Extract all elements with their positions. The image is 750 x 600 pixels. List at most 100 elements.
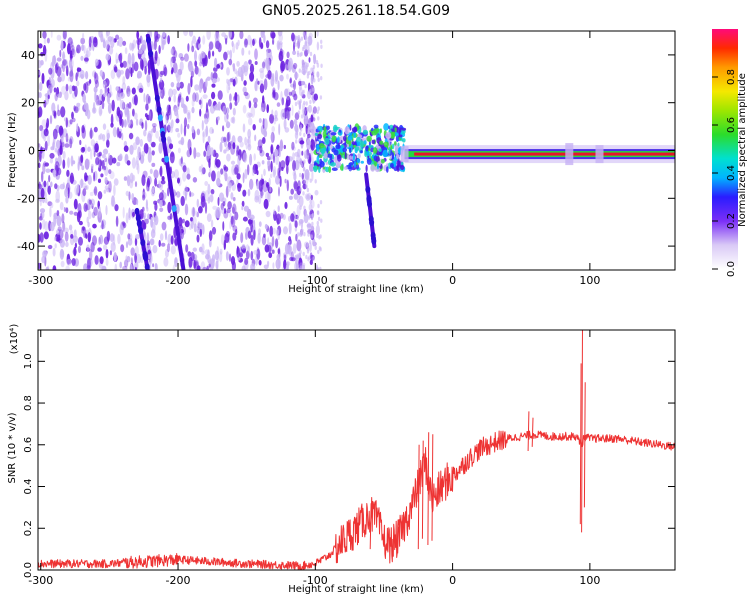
noise-fringe [306, 71, 310, 76]
noise-blob [284, 127, 290, 133]
noise-blob [187, 112, 191, 123]
noise-blob [281, 166, 284, 171]
noise-blob [109, 250, 112, 256]
spec-x-tick-label: 100 [579, 274, 600, 287]
noise-blob [42, 31, 47, 39]
noise-blob [47, 94, 50, 100]
noise-blob [150, 141, 156, 148]
noise-blob [102, 148, 109, 155]
noise-blob [179, 81, 184, 89]
noise-blob [134, 237, 138, 247]
noise-blob [57, 226, 62, 232]
noise-blob [223, 149, 227, 154]
noise-fringe [305, 254, 308, 260]
noise-fringe [309, 178, 312, 183]
noise-blob [223, 51, 228, 61]
noise-blob [267, 244, 272, 253]
noise-fringe [314, 179, 317, 184]
noise-fringe [311, 87, 315, 92]
noise-blob [293, 93, 298, 101]
noise-blob [115, 215, 119, 227]
noise-blob [167, 233, 172, 246]
noise-blob [178, 53, 184, 59]
noise-blob [69, 59, 73, 67]
noise-blob [147, 187, 150, 192]
noise-blob [143, 129, 147, 137]
noise-blob [302, 183, 307, 190]
noise-blob [155, 130, 160, 139]
noise-blob [244, 168, 248, 180]
noise-blob [80, 154, 84, 163]
noise-blob [99, 256, 104, 265]
noise-blob [56, 139, 61, 149]
noise-blob [123, 119, 127, 128]
noise-blob [65, 196, 69, 204]
noise-blob [202, 131, 205, 144]
spec-y-tick-label: 40 [21, 49, 35, 62]
burst-blob [343, 142, 347, 146]
noise-blob [135, 136, 140, 146]
noise-blob [192, 216, 197, 226]
noise-blob [47, 201, 53, 207]
noise-blob [261, 160, 265, 165]
noise-blob [209, 147, 214, 156]
noise-blob [190, 76, 193, 88]
noise-fringe [305, 64, 308, 70]
noise-blob [301, 68, 306, 75]
noise-blob [202, 35, 206, 45]
noise-blob [259, 70, 265, 79]
noise-blob [202, 59, 206, 67]
noise-blob [198, 53, 203, 62]
noise-blob [93, 126, 98, 133]
noise-blob [259, 145, 263, 154]
noise-blob [74, 242, 77, 249]
noise-blob [60, 40, 64, 51]
noise-blob [94, 255, 99, 265]
noise-blob [192, 92, 197, 102]
noise-blob [131, 193, 135, 201]
noise-blob [293, 62, 298, 70]
snr-series-line [38, 330, 675, 570]
noise-blob [286, 164, 289, 175]
noise-blob [205, 102, 209, 113]
noise-blob [134, 181, 138, 188]
noise-blob [130, 263, 133, 270]
noise-blob [46, 265, 50, 270]
noise-blob [127, 91, 131, 97]
noise-blob [216, 170, 221, 180]
noise-blob [265, 210, 271, 218]
noise-blob [309, 259, 313, 265]
short-track-dot [370, 234, 376, 242]
noise-blob [68, 84, 73, 95]
noise-blob [267, 48, 272, 59]
noise-blob [52, 265, 57, 270]
snr-x-tick-label: -200 [166, 574, 191, 587]
burst-blob [347, 153, 350, 161]
burst-blob [329, 144, 333, 150]
noise-blob [288, 236, 292, 242]
noise-blob [229, 102, 233, 110]
snr-y-tick-label: 0.0 [23, 562, 34, 578]
noise-blob [83, 83, 87, 91]
noise-blob [237, 154, 241, 167]
noise-blob [204, 117, 209, 125]
burst-blob [318, 166, 321, 174]
noise-blob [268, 252, 273, 259]
noise-blob [258, 221, 262, 227]
noise-blob [108, 180, 112, 193]
noise-blob [170, 245, 176, 255]
noise-blob [97, 178, 102, 183]
noise-blob [141, 122, 144, 129]
noise-blob [187, 111, 191, 120]
burst-blob [388, 146, 391, 155]
burst-blob [322, 130, 327, 139]
burst-blob [335, 144, 341, 150]
noise-blob [115, 58, 119, 64]
spec-y-tick-label: 20 [21, 97, 35, 110]
noise-blob [122, 40, 127, 46]
noise-blob [118, 36, 124, 48]
noise-blob [134, 252, 138, 263]
noise-fringe [304, 83, 307, 89]
noise-blob [167, 187, 170, 197]
noise-blob [277, 42, 283, 50]
